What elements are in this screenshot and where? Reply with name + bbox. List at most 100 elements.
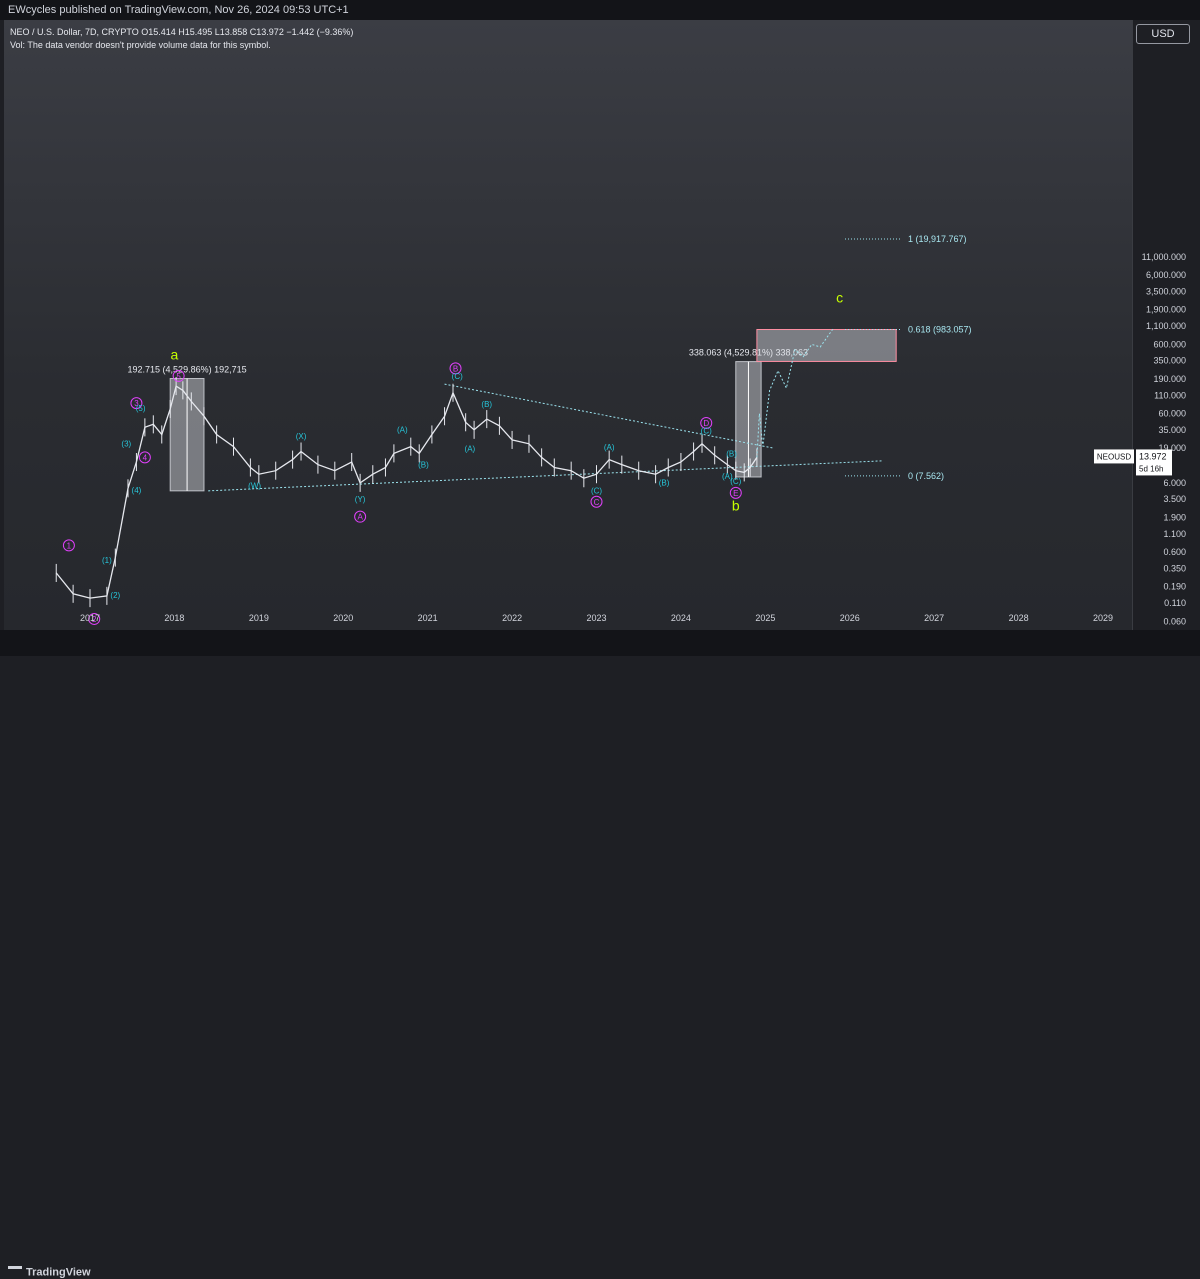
y-tick-label: 0.600 <box>1163 547 1186 557</box>
y-tick-label: 60.000 <box>1158 409 1186 419</box>
x-tick-label: 2027 <box>924 613 944 623</box>
y-tick-label: 1,900.000 <box>1146 305 1186 315</box>
y-tick-label: 11,000.000 <box>1142 252 1186 262</box>
wave-circle <box>130 397 143 410</box>
y-tick-label: 0.110 <box>1164 598 1186 608</box>
wave-label: (A) <box>604 443 615 452</box>
wave-label: (C) <box>730 477 741 486</box>
x-tick-label: 2029 <box>1093 613 1113 623</box>
wave-label: (B) <box>418 460 429 469</box>
y-tick-label: 3.500 <box>1163 494 1186 504</box>
wave-label: (A) <box>722 472 733 481</box>
x-tick-label: 2018 <box>164 613 184 623</box>
trend-line <box>208 460 884 492</box>
tradingview-logo-icon <box>8 1266 22 1279</box>
box-label: 338.063 (4,529.81%) 338,063 <box>689 348 808 358</box>
fib-level-label: 1 (19,917.767) <box>908 234 967 244</box>
wave-circle <box>62 539 75 552</box>
wave-label: (A) <box>465 445 476 454</box>
wave-label: (B) <box>726 449 737 458</box>
wave-label: (B) <box>659 478 670 487</box>
wave-label: A <box>357 513 363 522</box>
symbol-tag <box>1094 449 1134 464</box>
wave-label: (A) <box>397 426 408 435</box>
y-tick-label: 350.000 <box>1153 356 1186 366</box>
tradingview-logo[interactable]: TradingView <box>8 1266 91 1279</box>
y-tick-label: 110.000 <box>1154 390 1186 400</box>
wave-label: (W) <box>248 481 261 490</box>
footer-bar: TradingView <box>0 630 1200 1278</box>
wave-label: 4 <box>143 453 148 462</box>
y-tick-label: 6,000.000 <box>1146 270 1186 280</box>
wave-circle <box>138 451 151 464</box>
y-tick-label: 3,500.000 <box>1146 286 1186 296</box>
y-tick-label: 600.000 <box>1153 339 1186 349</box>
x-tick-label: 2024 <box>671 613 691 623</box>
y-tick-label: 0.190 <box>1163 582 1186 592</box>
wave-label: (4) <box>132 486 142 495</box>
y-tick-label: 0.350 <box>1163 563 1186 573</box>
price-line <box>55 385 758 599</box>
fib-level-label: 0.618 (983.057) <box>908 325 972 335</box>
price-tag-value: 13.972 <box>1139 451 1167 461</box>
wave-label: b <box>732 497 740 513</box>
fib-level-label: 0 (7.562) <box>908 471 944 481</box>
wave-label: E <box>733 489 738 498</box>
trend-line <box>444 383 774 449</box>
wave-label: (C) <box>701 426 712 435</box>
y-tick-label: 1,100.000 <box>1146 321 1186 331</box>
y-tick-label: 1.900 <box>1163 512 1186 522</box>
wave-circle <box>88 612 101 625</box>
wave-label: 3 <box>134 399 139 408</box>
symbol-legend[interactable]: NEO / U.S. Dollar, 7D, CRYPTO O15.414 H1… <box>10 27 354 37</box>
chart-pane[interactable] <box>4 20 1132 630</box>
wave-label: 2 <box>92 615 97 624</box>
wave-label: (B) <box>481 400 492 409</box>
x-tick-label: 2021 <box>418 613 438 623</box>
wave-label: (C) <box>452 372 463 381</box>
y-tick-label: 6.000 <box>1163 478 1186 488</box>
price-tag <box>1136 449 1172 476</box>
chart-svg: 192.715 (4,529.86%) 192,715 338.063 (4,52… <box>55 234 1186 626</box>
wave-label: a <box>171 347 179 363</box>
projection-path <box>756 328 834 458</box>
y-tick-label: 190.000 <box>1153 374 1186 384</box>
volume-legend: Vol: The data vendor doesn't provide vol… <box>10 40 271 50</box>
wave-circle <box>354 510 367 523</box>
wave-label: (Y) <box>355 495 366 504</box>
wave-label: (X) <box>296 432 307 441</box>
wave-circle <box>700 416 713 429</box>
x-tick-label: 2017 <box>80 613 100 623</box>
wave-label: (5) <box>136 404 146 413</box>
x-tick-label: 2020 <box>333 613 353 623</box>
wave-label: B <box>453 364 458 373</box>
y-tick-label: 35.000 <box>1158 425 1186 435</box>
wave-label: (C) <box>591 487 602 496</box>
wave-label: (1) <box>102 556 112 565</box>
x-tick-label: 2028 <box>1009 613 1029 623</box>
y-tick-label: 0.060 <box>1163 616 1186 626</box>
wave-label: (2) <box>110 591 120 600</box>
wave-label: 1 <box>67 541 72 550</box>
x-tick-label: 2019 <box>249 613 269 623</box>
box-label: 192.715 (4,529.86%) 192,715 <box>128 365 247 375</box>
price-axis[interactable] <box>1132 20 1197 630</box>
x-tick-label: 2023 <box>586 613 606 623</box>
wave-circle <box>172 369 185 382</box>
currency-button[interactable]: USD <box>1136 24 1190 44</box>
publish-bar: EWcycles published on TradingView.com, N… <box>0 0 1200 20</box>
wave-circle <box>729 486 742 499</box>
wave-circle <box>590 495 603 508</box>
y-tick-label: 19.000 <box>1158 443 1186 453</box>
wave-label: (3) <box>121 440 131 449</box>
brand-label: TradingView <box>26 1266 91 1279</box>
wave-label: C <box>594 498 600 507</box>
projection-box <box>756 329 897 362</box>
wave-label: 5 <box>176 372 181 381</box>
publish-info: EWcycles published on TradingView.com, N… <box>8 4 349 16</box>
x-tick-label: 2022 <box>502 613 522 623</box>
symbol-tag-label: NEOUSD <box>1097 452 1131 461</box>
price-tag-countdown: 5d 16h <box>1139 464 1163 473</box>
x-tick-label: 2025 <box>755 613 775 623</box>
